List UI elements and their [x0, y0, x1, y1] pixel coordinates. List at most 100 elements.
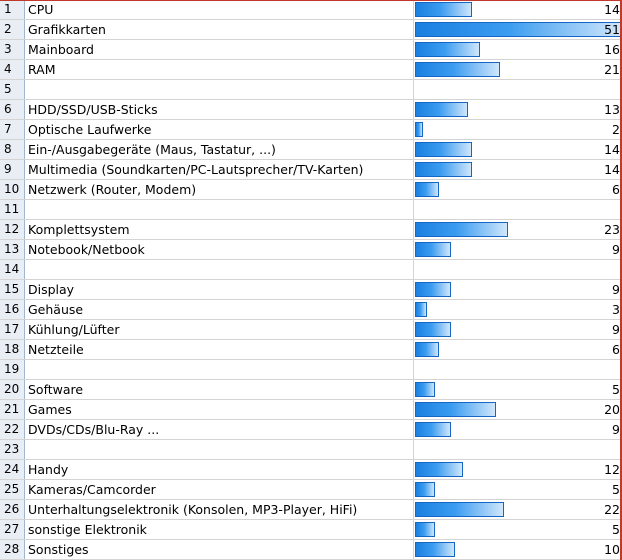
category-label-cell[interactable] — [26, 260, 412, 279]
category-label-cell[interactable]: Notebook/Netbook — [28, 242, 145, 257]
value-cell[interactable]: 10 — [414, 540, 622, 559]
value-label: 9 — [612, 322, 620, 337]
row-number[interactable]: 9 — [0, 160, 25, 179]
row-number[interactable]: 6 — [0, 100, 25, 119]
value-cell[interactable] — [414, 440, 622, 459]
table-row: 20 Software 5 — [0, 380, 622, 400]
category-label-cell[interactable]: Display — [28, 282, 75, 297]
row-number[interactable]: 8 — [0, 140, 25, 159]
category-label-cell[interactable]: RAM — [28, 62, 56, 77]
category-label-cell[interactable] — [26, 440, 412, 459]
row-number[interactable]: 24 — [0, 460, 25, 479]
category-label-cell[interactable]: Games — [28, 402, 72, 417]
row-number[interactable]: 12 — [0, 220, 25, 239]
column-divider — [413, 40, 414, 59]
value-cell[interactable]: 12 — [414, 460, 622, 479]
row-number[interactable]: 13 — [0, 240, 25, 259]
category-label-cell[interactable]: CPU — [28, 2, 54, 17]
value-label: 14 — [604, 142, 620, 157]
category-label-cell[interactable]: Handy — [28, 462, 69, 477]
row-number[interactable]: 5 — [0, 80, 25, 99]
category-label-cell[interactable]: Mainboard — [28, 42, 94, 57]
value-label: 6 — [612, 182, 620, 197]
category-label-cell[interactable] — [26, 80, 412, 99]
table-row: 8 Ein-/Ausgabegeräte (Maus, Tastatur, ...… — [0, 140, 622, 160]
row-number[interactable]: 7 — [0, 120, 25, 139]
value-cell[interactable]: 9 — [414, 320, 622, 339]
category-label-cell[interactable]: Multimedia (Soundkarten/PC-Lautsprecher/… — [28, 162, 364, 177]
category-label-cell[interactable]: Optische Laufwerke — [28, 122, 152, 137]
row-number[interactable]: 4 — [0, 60, 25, 79]
value-cell[interactable]: 14 — [414, 140, 622, 159]
row-number[interactable]: 15 — [0, 280, 25, 299]
row-number[interactable]: 10 — [0, 180, 25, 199]
value-cell[interactable]: 9 — [414, 420, 622, 439]
category-label-cell[interactable]: Software — [28, 382, 84, 397]
value-cell[interactable]: 20 — [414, 400, 622, 419]
value-cell[interactable]: 6 — [414, 340, 622, 359]
value-cell[interactable]: 22 — [414, 500, 622, 519]
data-bar — [415, 502, 504, 517]
value-cell[interactable] — [414, 360, 622, 379]
value-cell[interactable]: 2 — [414, 120, 622, 139]
row-number[interactable]: 2 — [0, 20, 25, 39]
data-bar — [415, 482, 435, 497]
value-cell[interactable]: 3 — [414, 300, 622, 319]
column-divider — [413, 520, 414, 539]
value-cell[interactable]: 23 — [414, 220, 622, 239]
data-bar — [415, 242, 451, 257]
category-label-cell[interactable]: Kameras/Camcorder — [28, 482, 156, 497]
value-cell[interactable]: 5 — [414, 380, 622, 399]
category-label-cell[interactable]: Gehäuse — [28, 302, 84, 317]
row-number[interactable]: 19 — [0, 360, 25, 379]
category-label-cell[interactable]: Grafikkarten — [28, 22, 106, 37]
row-number[interactable]: 3 — [0, 40, 25, 59]
value-cell[interactable]: 13 — [414, 100, 622, 119]
row-number[interactable]: 1 — [0, 0, 25, 19]
row-number[interactable]: 18 — [0, 340, 25, 359]
row-number[interactable]: 20 — [0, 380, 25, 399]
value-cell[interactable]: 5 — [414, 520, 622, 539]
column-divider — [413, 500, 414, 519]
category-label-cell[interactable] — [26, 200, 412, 219]
column-divider — [413, 440, 414, 459]
value-cell[interactable]: 14 — [414, 160, 622, 179]
category-label-cell[interactable]: HDD/SSD/USB-Sticks — [28, 102, 158, 117]
value-cell[interactable] — [414, 200, 622, 219]
value-cell[interactable]: 9 — [414, 240, 622, 259]
value-cell[interactable]: 14 — [414, 0, 622, 19]
row-number[interactable]: 27 — [0, 520, 25, 539]
row-number[interactable]: 28 — [0, 540, 25, 559]
category-label-cell[interactable]: Netzteile — [28, 342, 84, 357]
value-label: 23 — [604, 222, 620, 237]
value-cell[interactable]: 5 — [414, 480, 622, 499]
value-label: 22 — [604, 502, 620, 517]
row-number[interactable]: 14 — [0, 260, 25, 279]
row-number[interactable]: 17 — [0, 320, 25, 339]
category-label-cell[interactable]: DVDs/CDs/Blu-Ray ... — [28, 422, 160, 437]
row-number[interactable]: 16 — [0, 300, 25, 319]
category-label-cell[interactable]: Sonstiges — [28, 542, 89, 557]
value-cell[interactable]: 21 — [414, 60, 622, 79]
category-label-cell[interactable]: Ein-/Ausgabegeräte (Maus, Tastatur, ...) — [28, 142, 276, 157]
value-cell[interactable]: 9 — [414, 280, 622, 299]
value-cell[interactable]: 6 — [414, 180, 622, 199]
row-number[interactable]: 26 — [0, 500, 25, 519]
row-number[interactable]: 25 — [0, 480, 25, 499]
row-number[interactable]: 23 — [0, 440, 25, 459]
row-number[interactable]: 21 — [0, 400, 25, 419]
category-label-cell[interactable]: sonstige Elektronik — [28, 522, 147, 537]
value-cell[interactable] — [414, 80, 622, 99]
value-cell[interactable]: 16 — [414, 40, 622, 59]
category-label-cell[interactable]: Unterhaltungselektronik (Konsolen, MP3-P… — [28, 502, 358, 517]
category-label-cell[interactable]: Kühlung/Lüfter — [28, 322, 120, 337]
row-number[interactable]: 22 — [0, 420, 25, 439]
category-label-cell[interactable]: Netzwerk (Router, Modem) — [28, 182, 197, 197]
category-label-cell[interactable] — [26, 360, 412, 379]
category-label-cell[interactable]: Komplettsystem — [28, 222, 130, 237]
data-bar — [415, 342, 439, 357]
value-cell[interactable]: 51 — [414, 20, 622, 39]
value-cell[interactable] — [414, 260, 622, 279]
row-number[interactable]: 11 — [0, 200, 25, 219]
